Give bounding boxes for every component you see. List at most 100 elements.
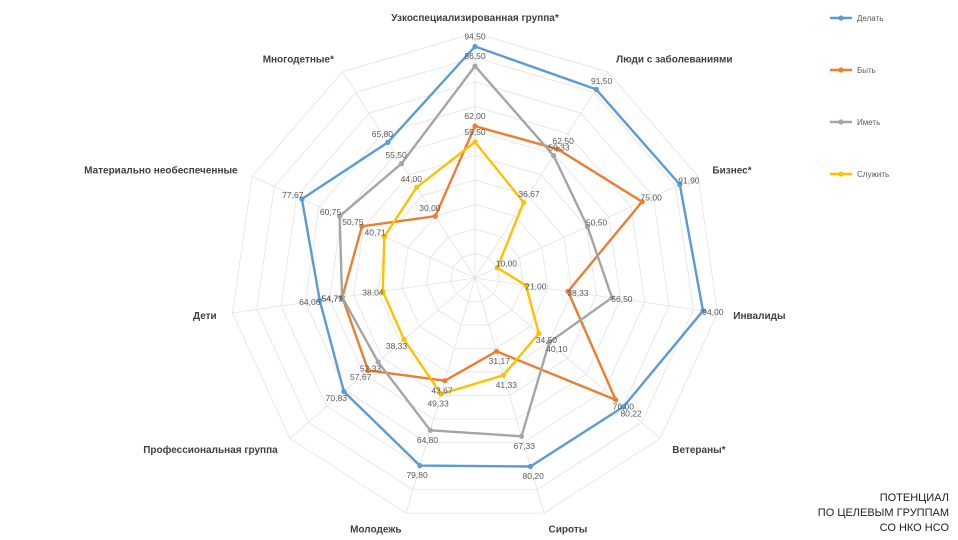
data-point bbox=[555, 146, 561, 152]
data-label: 94,50 bbox=[464, 32, 486, 42]
legend-marker bbox=[838, 15, 844, 21]
data-label: 86,50 bbox=[464, 51, 486, 61]
data-point bbox=[639, 199, 645, 205]
data-point bbox=[500, 372, 507, 378]
series-line bbox=[341, 124, 644, 402]
grid-spoke bbox=[474, 71, 608, 279]
legend-label: Делать bbox=[857, 14, 883, 23]
data-point bbox=[375, 359, 381, 365]
data-point bbox=[593, 86, 599, 92]
category-label: Сироты bbox=[549, 524, 588, 535]
legend: Делать Быть Иметь Служить bbox=[830, 14, 889, 179]
data-point bbox=[700, 308, 706, 314]
data-label: 62,00 bbox=[464, 111, 486, 121]
data-point bbox=[609, 295, 615, 301]
legend-marker bbox=[838, 67, 844, 73]
legend-label: Быть bbox=[857, 66, 876, 75]
data-point bbox=[472, 43, 478, 50]
data-point bbox=[365, 367, 371, 374]
legend-marker bbox=[838, 119, 844, 125]
legend-marker bbox=[838, 171, 844, 177]
series-line bbox=[381, 140, 541, 396]
data-label: 41,33 bbox=[496, 380, 518, 390]
grid-spoke bbox=[342, 71, 476, 279]
data-point bbox=[337, 213, 343, 219]
data-label: 49,33 bbox=[427, 399, 449, 409]
footnote-line-3: СО НКО НСО bbox=[879, 522, 949, 534]
category-label: Узкоспециализированная группа* bbox=[391, 13, 559, 24]
grid-spoke bbox=[474, 277, 718, 314]
grid-ring bbox=[256, 57, 694, 491]
data-label: 91,90 bbox=[678, 175, 700, 185]
data-label: 54,71 bbox=[322, 294, 344, 304]
data-label: 64,06 bbox=[299, 297, 321, 307]
data-point bbox=[472, 139, 478, 145]
data-label: 94,00 bbox=[702, 307, 724, 317]
data-label: 79,80 bbox=[406, 470, 428, 480]
grid-spoke bbox=[232, 277, 476, 314]
data-label: 80,20 bbox=[523, 471, 545, 481]
grid-ring bbox=[377, 179, 573, 373]
data-label: 57,67 bbox=[350, 372, 372, 382]
data-point bbox=[381, 234, 387, 240]
data-point bbox=[317, 297, 323, 303]
data-label: 21,00 bbox=[525, 282, 547, 292]
category-label: Многодетные* bbox=[263, 54, 334, 65]
data-point bbox=[584, 224, 591, 230]
data-point bbox=[398, 161, 405, 167]
data-point bbox=[299, 196, 305, 202]
data-point bbox=[339, 294, 345, 300]
data-label: 50,50 bbox=[586, 217, 608, 227]
data-label: 60,75 bbox=[320, 207, 342, 217]
data-point bbox=[565, 288, 571, 294]
data-point bbox=[401, 336, 407, 343]
chart-footnote: ПОТЕНЦИАЛ ПО ЦЕЛЕВЫМ ГРУППАМ СО НКО НСО bbox=[818, 491, 949, 536]
data-point bbox=[380, 288, 386, 294]
data-point bbox=[494, 265, 500, 271]
data-point bbox=[472, 123, 478, 129]
data-label: 30,00 bbox=[419, 203, 441, 213]
data-point bbox=[677, 181, 683, 188]
data-label: 77,67 bbox=[282, 190, 304, 200]
footnote-line-2: ПО ЦЕЛЕВЫМ ГРУППАМ bbox=[817, 507, 949, 519]
data-point bbox=[493, 348, 500, 354]
data-label: 70,83 bbox=[326, 393, 348, 403]
data-point bbox=[341, 389, 347, 395]
data-label: 67,33 bbox=[514, 441, 536, 451]
data-label: 40,10 bbox=[546, 344, 568, 354]
data-point bbox=[359, 223, 365, 229]
category-label: Бизнес* bbox=[712, 166, 751, 177]
data-label: 55,50 bbox=[385, 150, 407, 160]
data-label: 56,50 bbox=[611, 294, 633, 304]
grid-ring bbox=[401, 204, 549, 349]
category-labels: Узкоспециализированная группа* Люди с заб… bbox=[84, 13, 785, 535]
data-point bbox=[414, 184, 420, 190]
data-point bbox=[523, 282, 529, 288]
data-point bbox=[427, 427, 433, 433]
data-label: 55,50 bbox=[464, 127, 486, 137]
data-point bbox=[472, 63, 478, 69]
legend-label: Иметь bbox=[857, 118, 880, 127]
data-point bbox=[620, 404, 627, 410]
data-label: 80,22 bbox=[620, 408, 642, 418]
category-label: Люди с заболеваниями bbox=[616, 53, 732, 65]
data-point bbox=[536, 330, 542, 336]
grid-ring bbox=[232, 32, 718, 514]
data-point bbox=[438, 391, 444, 397]
data-label: 65,80 bbox=[372, 129, 394, 139]
data-point bbox=[527, 463, 534, 470]
category-label: Молодежь bbox=[350, 524, 401, 535]
data-point bbox=[551, 153, 557, 159]
data-point bbox=[385, 139, 391, 145]
data-label: 44,00 bbox=[401, 174, 423, 184]
category-label: Материально необеспеченные bbox=[84, 165, 238, 177]
data-label: 38,33 bbox=[567, 288, 589, 298]
series-line bbox=[300, 45, 705, 468]
data-point bbox=[613, 397, 619, 403]
data-label: 54,79 bbox=[322, 294, 344, 304]
grid-ring bbox=[304, 106, 646, 444]
data-label: 62,50 bbox=[553, 136, 575, 146]
data-point bbox=[518, 433, 525, 439]
data-label: 38,04 bbox=[362, 288, 384, 298]
